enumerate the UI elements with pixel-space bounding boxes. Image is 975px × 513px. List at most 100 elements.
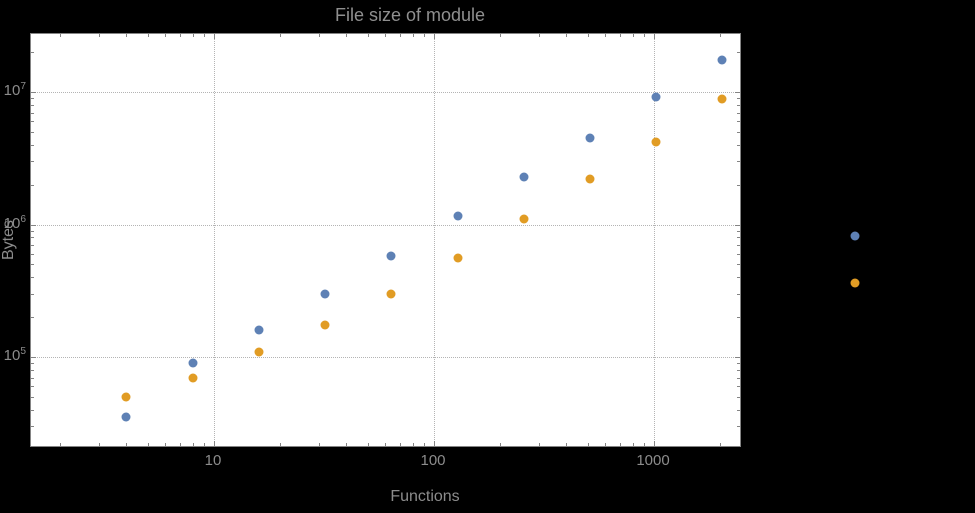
y-tick-label: 107: [3, 81, 26, 99]
y-minor-tick: [31, 363, 34, 365]
x-minor-tick: [318, 34, 320, 37]
chart-title: File size of module: [334, 5, 486, 25]
x-major-tick: [434, 34, 435, 39]
y-minor-tick: [737, 363, 740, 365]
data-point-series-1-blue: [717, 55, 727, 65]
data-point-series-2-orange: [320, 320, 330, 330]
x-minor-tick: [385, 34, 387, 37]
data-point-series-2-orange: [585, 174, 595, 184]
y-minor-tick: [31, 144, 34, 146]
x-minor-tick: [632, 443, 634, 446]
y-minor-tick: [737, 264, 740, 266]
x-minor-tick: [203, 443, 205, 446]
x-minor-tick: [203, 34, 205, 37]
legend-marker-series-2: [850, 278, 860, 288]
data-point-series-2-orange: [121, 392, 131, 402]
data-point-series-2-orange: [453, 253, 463, 263]
x-minor-tick: [500, 443, 502, 446]
x-minor-tick: [538, 443, 540, 446]
data-point-series-1-blue: [188, 358, 198, 368]
x-axis-label: Functions: [390, 488, 460, 505]
y-minor-tick: [31, 98, 34, 100]
y-tick-label: 105: [3, 346, 26, 364]
x-minor-tick: [60, 34, 62, 37]
y-minor-tick: [31, 264, 34, 266]
y-minor-tick: [737, 377, 740, 379]
x-minor-tick: [346, 443, 348, 446]
y-minor-tick: [737, 144, 740, 146]
legend-marker-series-1: [850, 231, 860, 241]
x-minor-tick: [566, 34, 568, 37]
x-minor-tick: [643, 34, 645, 37]
x-minor-tick: [147, 34, 149, 37]
x-minor-tick: [318, 443, 320, 446]
y-minor-tick: [737, 131, 740, 133]
y-minor-tick: [737, 386, 740, 388]
gridline-vertical: [434, 34, 435, 446]
data-point-series-2-orange: [717, 94, 727, 104]
y-minor-tick: [737, 184, 740, 186]
data-point-series-2-orange: [651, 137, 661, 147]
y-minor-tick: [31, 377, 34, 379]
x-minor-tick: [399, 443, 401, 446]
data-point-series-2-orange: [254, 347, 264, 356]
x-minor-tick: [720, 443, 722, 446]
y-minor-tick: [737, 121, 740, 123]
y-major-tick: [31, 224, 36, 226]
x-tick-label: 10: [204, 452, 222, 469]
x-minor-tick: [423, 443, 425, 446]
y-minor-tick: [737, 317, 740, 319]
y-major-tick: [735, 224, 740, 226]
y-minor-tick: [31, 317, 34, 319]
x-major-tick: [214, 441, 215, 446]
y-minor-tick: [31, 396, 34, 398]
y-minor-tick: [737, 396, 740, 398]
y-minor-tick: [737, 161, 740, 163]
data-point-series-2-orange: [188, 373, 198, 383]
data-point-series-2-orange: [519, 214, 529, 224]
y-minor-tick: [737, 277, 740, 279]
y-minor-tick: [31, 104, 34, 106]
x-minor-tick: [280, 34, 282, 37]
x-minor-tick: [367, 34, 369, 37]
x-minor-tick: [165, 443, 167, 446]
y-minor-tick: [31, 52, 34, 54]
x-minor-tick: [385, 443, 387, 446]
gridline-horizontal: [31, 224, 740, 226]
y-minor-tick: [737, 245, 740, 247]
y-major-tick: [735, 92, 740, 93]
y-minor-tick: [31, 409, 34, 411]
y-minor-tick: [737, 293, 740, 295]
y-minor-tick: [737, 104, 740, 106]
x-minor-tick: [587, 443, 589, 446]
x-minor-tick: [632, 34, 634, 37]
data-point-series-1-blue: [585, 133, 595, 143]
y-tick-label: 106: [3, 213, 26, 232]
gridline-vertical: [214, 34, 215, 446]
y-minor-tick: [31, 369, 34, 371]
x-tick-label: 1000: [636, 452, 670, 469]
data-point-series-1-blue: [320, 289, 330, 299]
y-minor-tick: [31, 293, 34, 295]
y-minor-tick: [31, 131, 34, 133]
y-major-tick: [31, 357, 36, 358]
x-minor-tick: [423, 34, 425, 37]
x-major-tick: [434, 441, 435, 446]
x-minor-tick: [412, 443, 414, 446]
x-minor-tick: [346, 34, 348, 37]
plot-panel: [30, 33, 741, 447]
y-minor-tick: [31, 245, 34, 247]
data-point-series-1-blue: [453, 211, 463, 221]
x-minor-tick: [126, 34, 128, 37]
x-minor-tick: [643, 443, 645, 446]
x-major-tick: [654, 34, 655, 39]
x-minor-tick: [126, 443, 128, 446]
x-major-tick: [214, 34, 215, 39]
gridline-vertical: [654, 34, 655, 446]
data-point-series-1-blue: [386, 251, 396, 261]
y-minor-tick: [737, 409, 740, 411]
y-minor-tick: [31, 184, 34, 186]
x-tick-label: 100: [420, 452, 446, 469]
y-minor-tick: [737, 253, 740, 255]
y-minor-tick: [31, 253, 34, 255]
